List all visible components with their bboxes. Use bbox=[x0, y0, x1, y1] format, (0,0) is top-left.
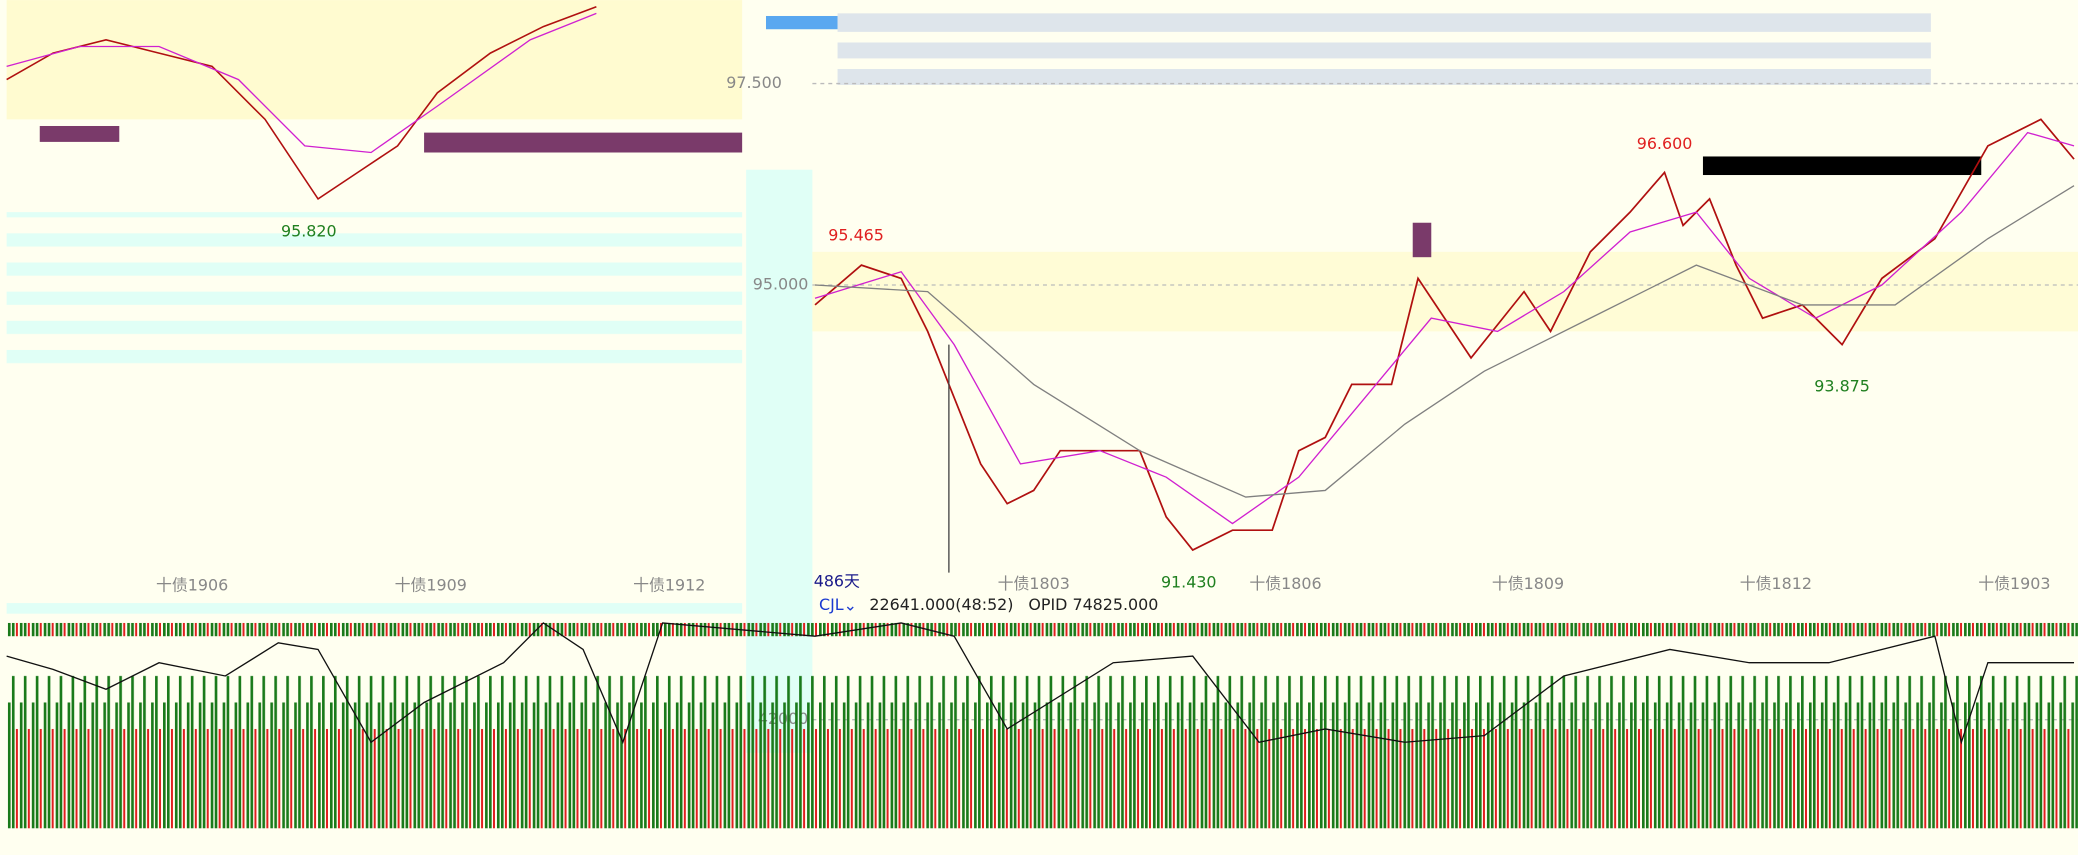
price-label: 96.600 bbox=[1637, 134, 1693, 153]
x-label: 十债1906 bbox=[156, 575, 228, 594]
ma-line bbox=[814, 131, 2075, 525]
ma-line-long bbox=[814, 185, 2075, 498]
indicator-selector[interactable]: CJL⌄ bbox=[819, 595, 857, 614]
block bbox=[39, 125, 120, 142]
x-label: 十债1809 bbox=[1492, 574, 1564, 593]
date-axis bbox=[0, 828, 2078, 851]
price-label: 91.430 bbox=[1161, 573, 1217, 592]
left-stripes bbox=[6, 212, 743, 378]
x-label: 十债1903 bbox=[1978, 574, 2050, 593]
block bbox=[1412, 222, 1432, 258]
price-label: 95.465 bbox=[828, 225, 884, 244]
opid-info: OPID 74825.000 bbox=[1028, 595, 1158, 614]
left-ma-line bbox=[6, 12, 597, 154]
header-text-blur bbox=[837, 13, 1931, 32]
left-top-band bbox=[6, 0, 743, 120]
left-price-line bbox=[6, 5, 597, 200]
y-label: 95.000 bbox=[753, 275, 809, 294]
dropdown-arrow[interactable]: ⌄ bbox=[844, 595, 857, 614]
price-label: 93.875 bbox=[1814, 377, 1870, 396]
x-label: 十债1912 bbox=[633, 575, 705, 594]
header-block bbox=[765, 15, 838, 30]
x-label: 十债1803 bbox=[998, 574, 1070, 593]
price-line bbox=[814, 118, 2075, 552]
header-text-blur bbox=[837, 42, 1931, 59]
x-label: 十债1806 bbox=[1249, 574, 1321, 593]
block bbox=[1702, 156, 1982, 176]
volume-ma-line bbox=[6, 622, 2075, 745]
volume-info: 22641.000(48:52) bbox=[869, 595, 1013, 614]
band bbox=[6, 603, 743, 614]
volume-bars bbox=[6, 622, 2078, 829]
period-label: 486天 bbox=[814, 571, 860, 590]
x-label: 十债1812 bbox=[1740, 574, 1812, 593]
header-text-blur bbox=[837, 69, 1931, 85]
y-label: 97.500 bbox=[726, 73, 782, 92]
price-label: 95.820 bbox=[281, 222, 337, 241]
x-label: 十债1909 bbox=[395, 575, 467, 594]
block bbox=[424, 132, 743, 153]
